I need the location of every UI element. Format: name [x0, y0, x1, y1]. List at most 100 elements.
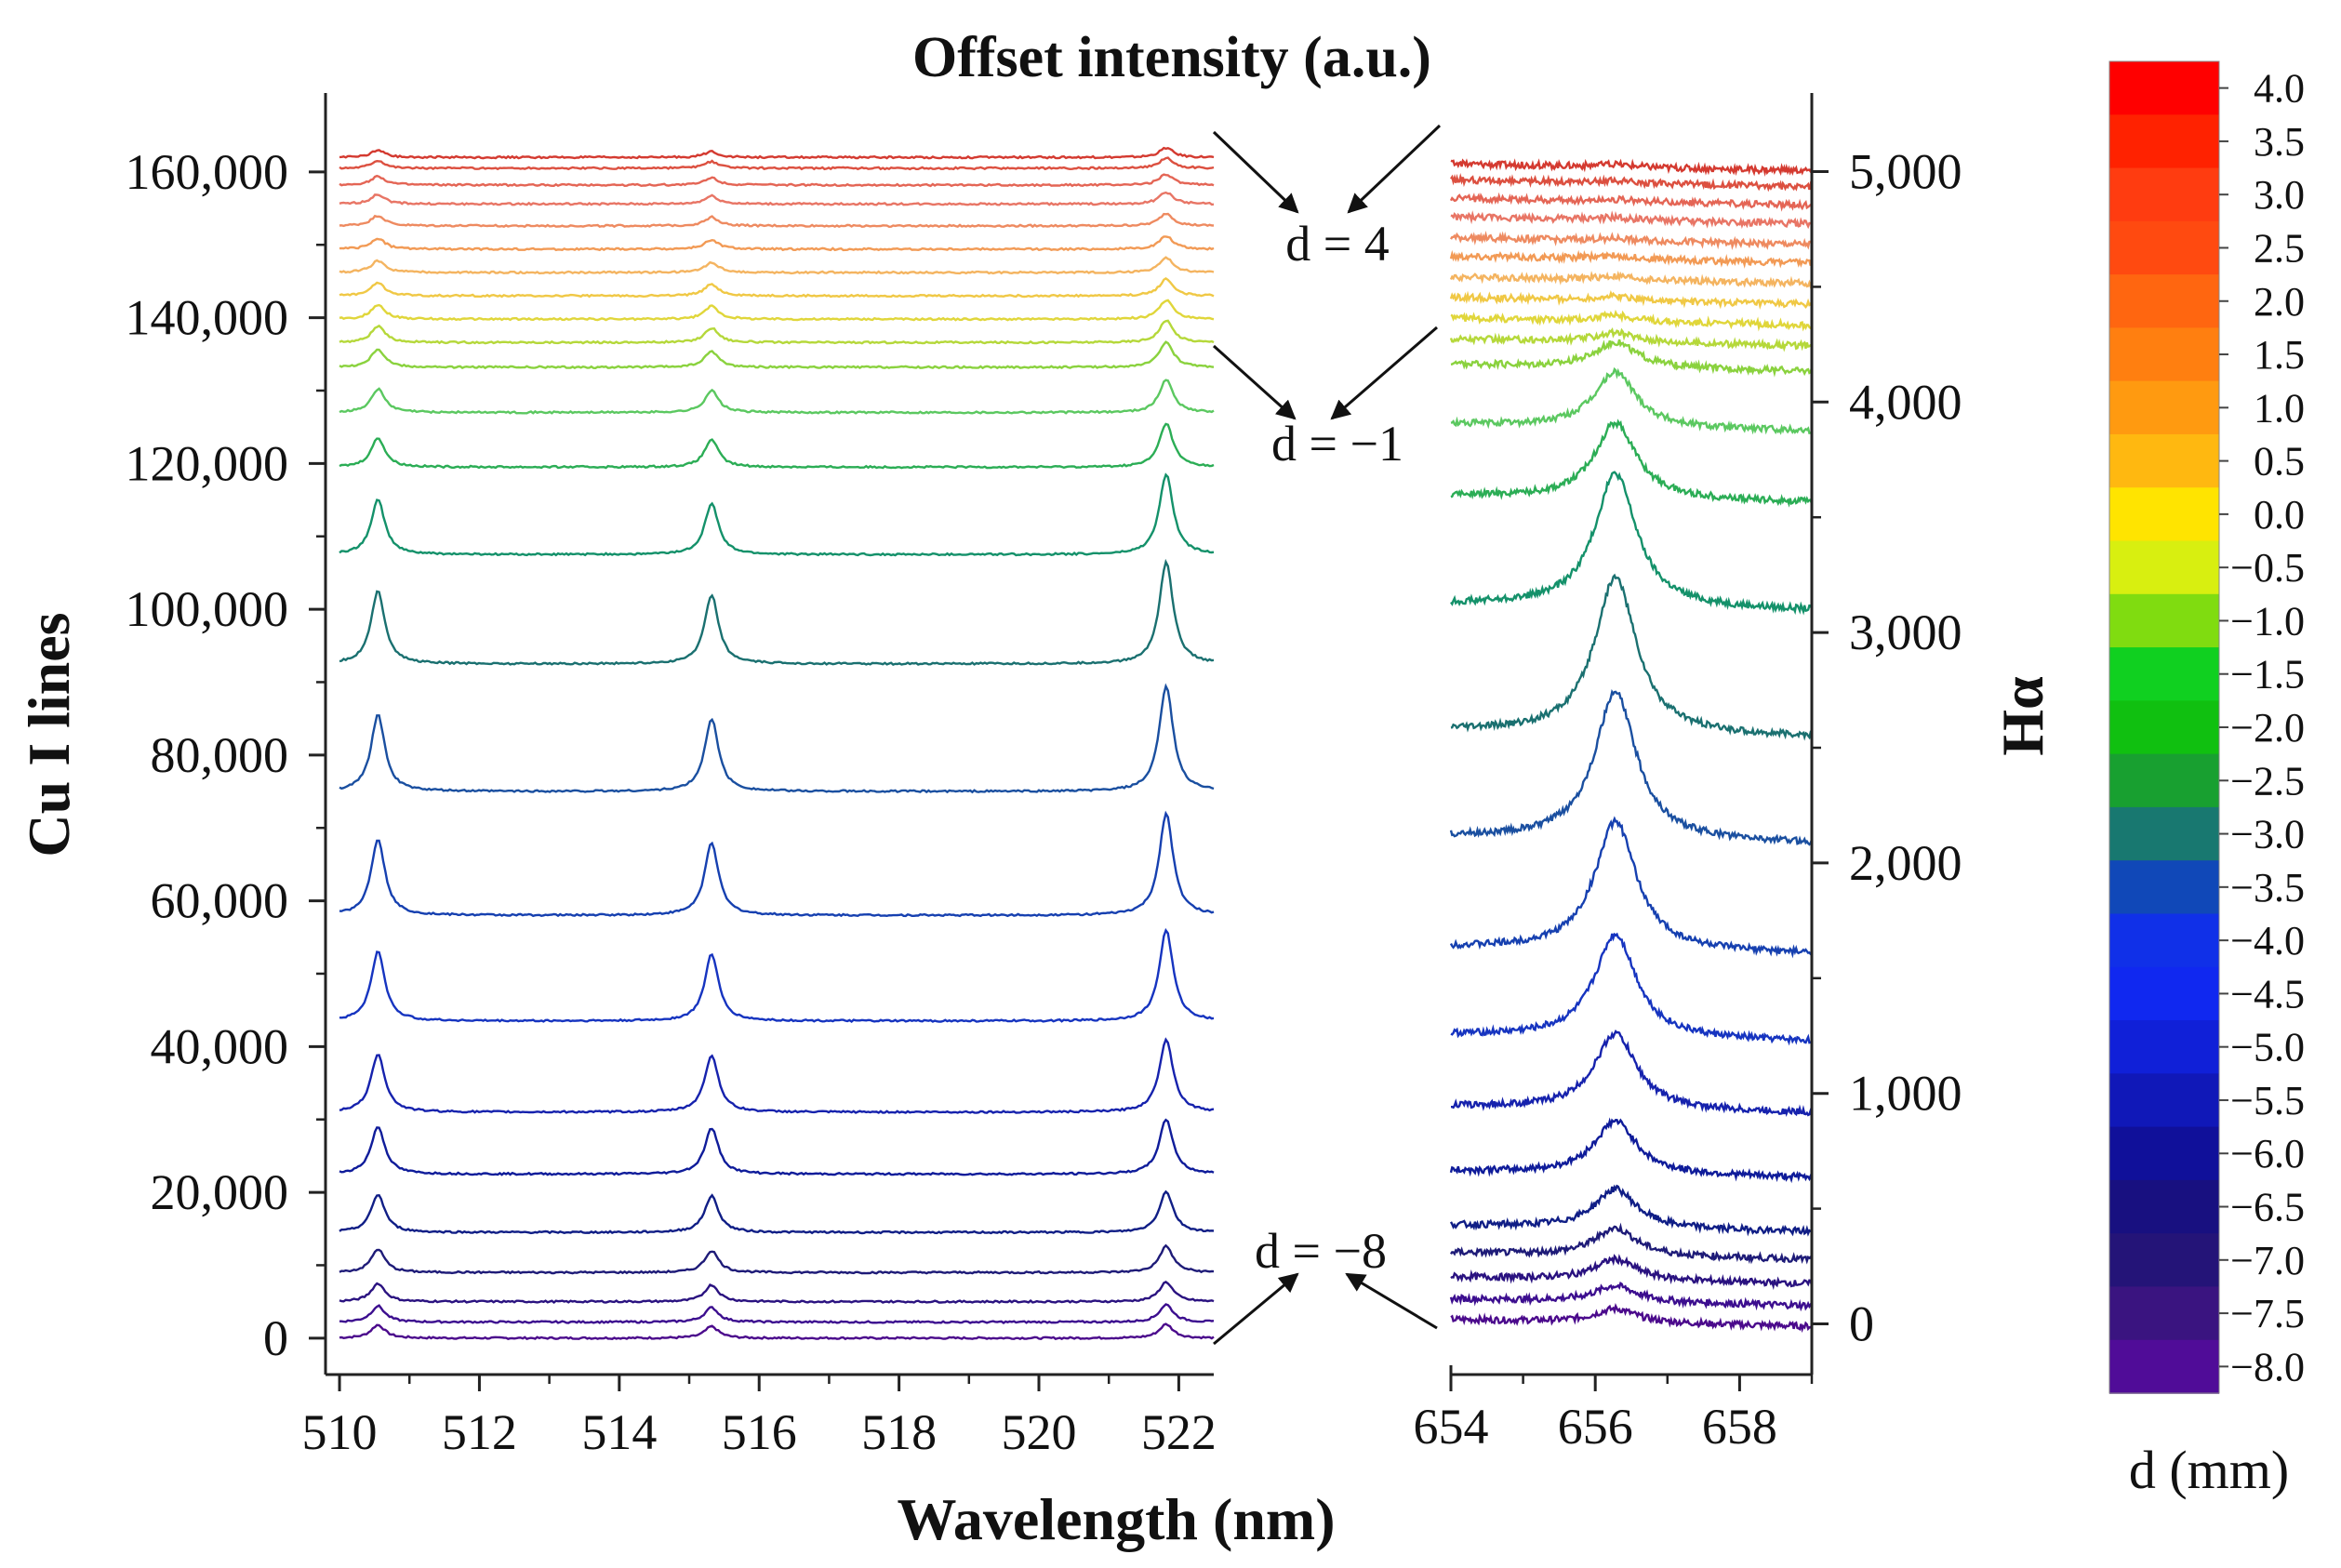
colorbar-tick-label: −7.5 [2230, 1291, 2305, 1336]
colorbar-segment [2109, 1339, 2219, 1394]
right-y-tick-label: 1,000 [1849, 1066, 1962, 1122]
cu-series-line [339, 1243, 1215, 1275]
colorbar-tick-label: −6.0 [2230, 1131, 2305, 1176]
cu-series-line [339, 683, 1215, 794]
colorbar-segment [2109, 487, 2219, 542]
cu-series-line [339, 146, 1215, 160]
colorbar-tick-label: −5.5 [2230, 1078, 2305, 1123]
colorbar-tick-label: −3.5 [2230, 865, 2305, 910]
annotation-arrow [1212, 344, 1297, 420]
colorbar-segment [2109, 1073, 2219, 1128]
halpha-series-line [1449, 1184, 1813, 1237]
halpha-series-line [1450, 173, 1814, 193]
left-x-tick-label: 518 [861, 1404, 937, 1460]
halpha-series-line [1450, 471, 1814, 616]
annotation-label: d = −8 [1255, 1223, 1387, 1279]
colorbar-segment [2109, 1020, 2219, 1075]
left-x-tick-label: 522 [1141, 1404, 1217, 1460]
halpha-series-line [1450, 1254, 1814, 1291]
chart-title: Offset intensity (a.u.) [912, 26, 1431, 89]
colorbar-tick-label: 2.5 [2254, 225, 2305, 271]
cu-series-line [339, 472, 1215, 557]
left-x-tick-label: 510 [302, 1404, 378, 1460]
annotation-label: d = 4 [1285, 216, 1389, 272]
right-x-tick-label: 658 [1702, 1399, 1777, 1455]
colorbar-segment [2109, 327, 2219, 382]
halpha-series-line [1450, 309, 1814, 332]
colorbar-title: d (mm) [2129, 1440, 2289, 1500]
colorbar-tick-label: −3.0 [2230, 812, 2305, 857]
annotation-arrow [1345, 1272, 1438, 1330]
cu-series-line [339, 1280, 1215, 1305]
colorbar-tick-label: −5.0 [2230, 1025, 2305, 1070]
colorbar-tick-label: 2.0 [2254, 279, 2305, 325]
colorbar-segment [2109, 167, 2219, 222]
annotation-arrow [1212, 130, 1299, 214]
cu-series-line [339, 810, 1215, 918]
colorbar-tick-label: 0.0 [2254, 492, 2305, 538]
colorbar-segment [2109, 700, 2219, 755]
halpha-series-line [1450, 366, 1813, 435]
left-y-tick-label: 160,000 [126, 144, 289, 200]
cu-series-line [339, 1322, 1215, 1341]
halpha-series-line [1449, 1222, 1814, 1265]
colorbar-segment [2109, 540, 2219, 595]
left-y-tick-label: 20,000 [151, 1164, 289, 1220]
right-y-tick-label: 3,000 [1849, 605, 1962, 660]
halpha-series-line [1449, 290, 1814, 310]
colorbar-tick-label: −1.0 [2230, 598, 2305, 644]
halpha-series-line [1449, 192, 1814, 212]
left-x-tick-label: 512 [442, 1404, 517, 1460]
cu-series-line [339, 927, 1215, 1024]
left-y-tick-label: 120,000 [126, 435, 289, 491]
cu-series-line [339, 379, 1215, 415]
colorbar-segment [2109, 380, 2219, 435]
colorbar-tick-label: 1.5 [2254, 332, 2305, 378]
colorbar-tick-label: −2.5 [2230, 758, 2305, 804]
halpha-series-line [1449, 249, 1814, 269]
colorbar-tick-label: −2.0 [2230, 705, 2305, 751]
annotation-arrow [1330, 326, 1438, 420]
cu-series-line [339, 276, 1215, 299]
cu-series-line [339, 256, 1215, 275]
cu-series-line [339, 156, 1215, 171]
annotation-group: d = 4 d = −1 d = −8 [1212, 124, 1442, 1346]
right-y-tick-label: 0 [1849, 1296, 1874, 1351]
colorbar-segment [2109, 1233, 2219, 1288]
halpha-series-line [1450, 573, 1813, 741]
left-x-tick-label: 520 [1002, 1404, 1077, 1460]
halpha-series-line [1449, 327, 1813, 352]
halpha-series-line [1449, 1117, 1814, 1184]
colorbar-tick-label: −4.5 [2230, 971, 2305, 1017]
colorbar-segment [2109, 647, 2219, 702]
right-x-tick-label: 656 [1558, 1399, 1633, 1455]
right-y-tick-label: 2,000 [1849, 835, 1962, 891]
cu-series-line [339, 1303, 1215, 1324]
left-y-tick-label: 80,000 [151, 727, 289, 783]
colorbar-segment [2109, 114, 2219, 169]
colorbar-segment [2109, 806, 2219, 861]
cu-series-line [339, 422, 1215, 470]
annotation-arrow [1347, 124, 1442, 214]
colorbar-segment [2109, 913, 2219, 968]
colorbar-tick-label: −8.0 [2230, 1344, 2305, 1389]
cu-series-line [339, 1189, 1215, 1235]
left-y-tick-label: 40,000 [151, 1018, 289, 1074]
cu-series-line [339, 235, 1215, 252]
left-y-tick-label: 0 [263, 1310, 288, 1366]
colorbar-segment [2109, 593, 2219, 648]
left-y-tick-label: 60,000 [151, 873, 289, 929]
right-y-tick-label: 5,000 [1849, 144, 1962, 200]
colorbar-tick-label: 3.5 [2254, 119, 2305, 165]
halpha-series-line [1449, 230, 1813, 250]
cu-series-line [339, 1037, 1215, 1114]
colorbar-segment [2109, 966, 2219, 1021]
halpha-series-line [1451, 1029, 1814, 1118]
right-y-axis-label: Hα [1989, 676, 2055, 756]
cu-series-line [339, 191, 1215, 206]
x-axis-label: Wavelength (nm) [897, 1486, 1335, 1552]
left-y-axis-label: Cu I lines [16, 612, 82, 857]
halpha-series-line [1449, 270, 1814, 291]
colorbar-segment [2109, 1286, 2219, 1341]
